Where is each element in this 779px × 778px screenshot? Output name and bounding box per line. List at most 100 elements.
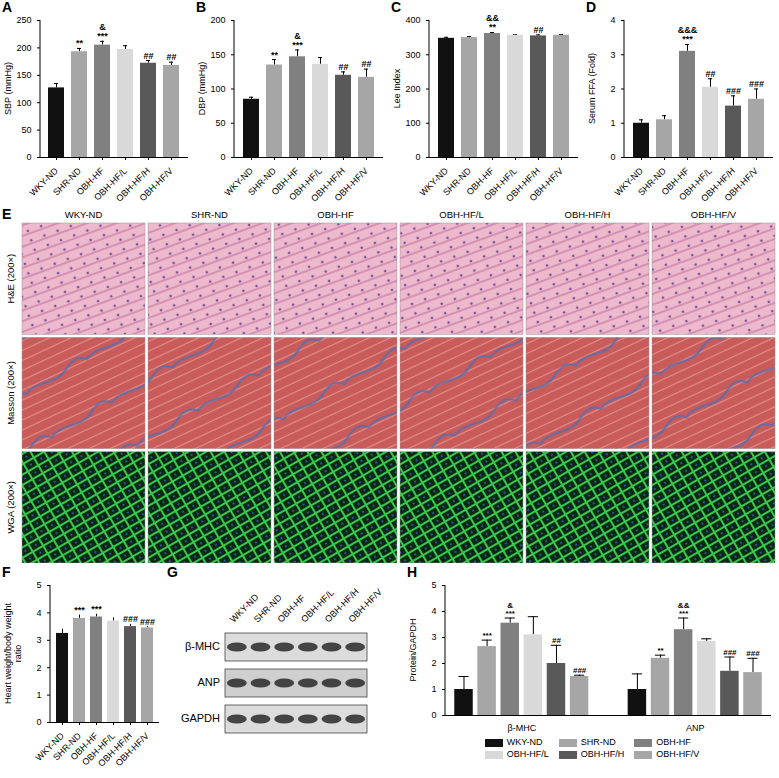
svg-text:***: *** [482,631,492,640]
svg-text:5: 5 [36,580,41,590]
svg-text:###: ### [123,614,138,624]
svg-text:OBH-HF/L: OBH-HF/L [482,165,519,203]
svg-text:###: ### [749,79,764,89]
svg-text:**: ** [76,38,84,48]
svg-text:OBH-HF/V: OBH-HF/V [137,166,174,203]
svg-text:WKY-ND: WKY-ND [222,165,255,198]
svg-text:150: 150 [16,70,31,80]
svg-text:Lee Index: Lee Index [392,68,402,108]
svg-text:β-MHC: β-MHC [185,640,220,652]
svg-text:3: 3 [431,632,436,642]
svg-text:2: 2 [36,663,41,673]
svg-text:OBH-HF/H: OBH-HF/H [699,165,737,204]
svg-text:OBH-HF: OBH-HF [317,209,354,220]
svg-text:1: 1 [431,684,436,694]
svg-text:###: ### [573,666,587,675]
svg-text:**: ** [657,646,664,655]
svg-text:5: 5 [431,580,436,590]
svg-text:WGA (200×): WGA (200×) [5,481,16,534]
svg-text:ANP: ANP [197,676,220,688]
svg-text:OBH-HF/L: OBH-HF/L [287,165,324,203]
svg-text:OBH-HF/V: OBH-HF/V [332,166,369,203]
svg-text:0: 0 [36,717,41,727]
svg-text:100: 100 [405,118,420,128]
svg-text:4: 4 [610,15,615,25]
svg-text:OBH-HF/V: OBH-HF/V [691,209,737,220]
svg-text:###: ### [726,86,741,96]
svg-text:1: 1 [610,118,615,128]
svg-text:100: 100 [210,84,225,94]
svg-text:4: 4 [36,608,41,618]
svg-text:2: 2 [431,658,436,668]
svg-text:SBP (mmHg): SBP (mmHg) [3,62,13,115]
svg-text:0: 0 [26,152,31,162]
svg-text:OBH-HF/V: OBH-HF/V [527,166,564,203]
svg-text:400: 400 [405,15,420,25]
svg-text:&&***: &&*** [678,601,690,618]
svg-text:OBH-HF/V: OBH-HF/V [113,731,150,768]
svg-text:***: *** [91,604,102,614]
svg-text:##: ## [552,636,561,645]
svg-text:OBH-HF/L: OBH-HF/L [439,209,483,220]
svg-text:H&E (200×): H&E (200×) [5,254,16,304]
svg-text:OBH-HF/L: OBH-HF/L [299,587,336,625]
svg-text:200: 200 [16,43,31,53]
svg-text:&***: &*** [506,601,516,618]
svg-text:Serum FFA (Fold): Serum FFA (Fold) [587,53,597,124]
svg-text:50: 50 [215,118,225,128]
svg-text:&&&***: &&&*** [678,25,698,44]
svg-text:OBH-HF/V: OBH-HF/V [347,587,384,624]
svg-text:GAPDH: GAPDH [181,712,220,724]
svg-text:OBH-HF/V: OBH-HF/V [722,166,759,203]
svg-text:ANP: ANP [686,723,705,733]
svg-text:250: 250 [16,15,31,25]
svg-text:DBP (mmHg): DBP (mmHg) [197,62,207,115]
svg-text:Protein/GAPDH: Protein/GAPDH [408,618,418,681]
svg-text:0: 0 [415,152,420,162]
svg-text:ratio: ratio [13,645,23,663]
svg-text:**: ** [271,50,279,60]
svg-text:##: ## [338,62,348,72]
svg-text:***: *** [74,605,85,615]
svg-text:OBH-HF/H: OBH-HF/H [114,165,152,204]
svg-text:&***: &*** [292,31,303,50]
svg-text:##: ## [166,52,176,62]
svg-text:2: 2 [610,84,615,94]
svg-text:###: ### [140,617,155,627]
svg-text:OBH-HF/H: OBH-HF/H [96,730,134,769]
svg-text:##: ## [361,59,371,69]
svg-text:100: 100 [16,98,31,108]
svg-text:##: ## [533,25,543,35]
svg-text:Masson (200×): Masson (200×) [5,361,16,425]
svg-text:0: 0 [610,152,615,162]
svg-text:200: 200 [210,15,225,25]
svg-text:150: 150 [210,50,225,60]
svg-text:WKY-ND: WKY-ND [65,209,103,220]
svg-text:##: ## [143,51,153,61]
svg-text:1: 1 [36,690,41,700]
svg-text:0: 0 [220,152,225,162]
svg-text:200: 200 [405,84,420,94]
svg-text:3: 3 [36,635,41,645]
svg-text:300: 300 [405,50,420,60]
svg-text:OBH-HF/L: OBH-HF/L [677,165,714,203]
svg-text:###: ### [746,649,760,658]
svg-text:OBH-HF/H: OBH-HF/H [309,165,347,204]
svg-text:0: 0 [431,710,436,720]
svg-text:OBH-HF/H: OBH-HF/H [322,586,361,625]
svg-text:OBH-HF/L: OBH-HF/L [92,165,129,203]
svg-text:3: 3 [610,50,615,60]
svg-text:##: ## [705,69,715,79]
svg-text:OBH-HF/H: OBH-HF/H [565,209,611,220]
svg-text:WKY-ND: WKY-ND [27,165,60,198]
svg-text:&***: &*** [97,22,108,41]
svg-text:&&**: &&** [486,13,499,32]
svg-text:###: ### [723,648,737,657]
svg-text:Heart weight/body weight: Heart weight/body weight [3,602,13,704]
svg-text:OBH-HF/L: OBH-HF/L [80,730,117,768]
svg-text:OBH-HF/H: OBH-HF/H [504,165,542,204]
svg-text:4: 4 [431,606,436,616]
svg-text:50: 50 [21,125,31,135]
svg-text:SHR-ND: SHR-ND [191,209,228,220]
svg-text:β-MHC: β-MHC [507,723,536,733]
